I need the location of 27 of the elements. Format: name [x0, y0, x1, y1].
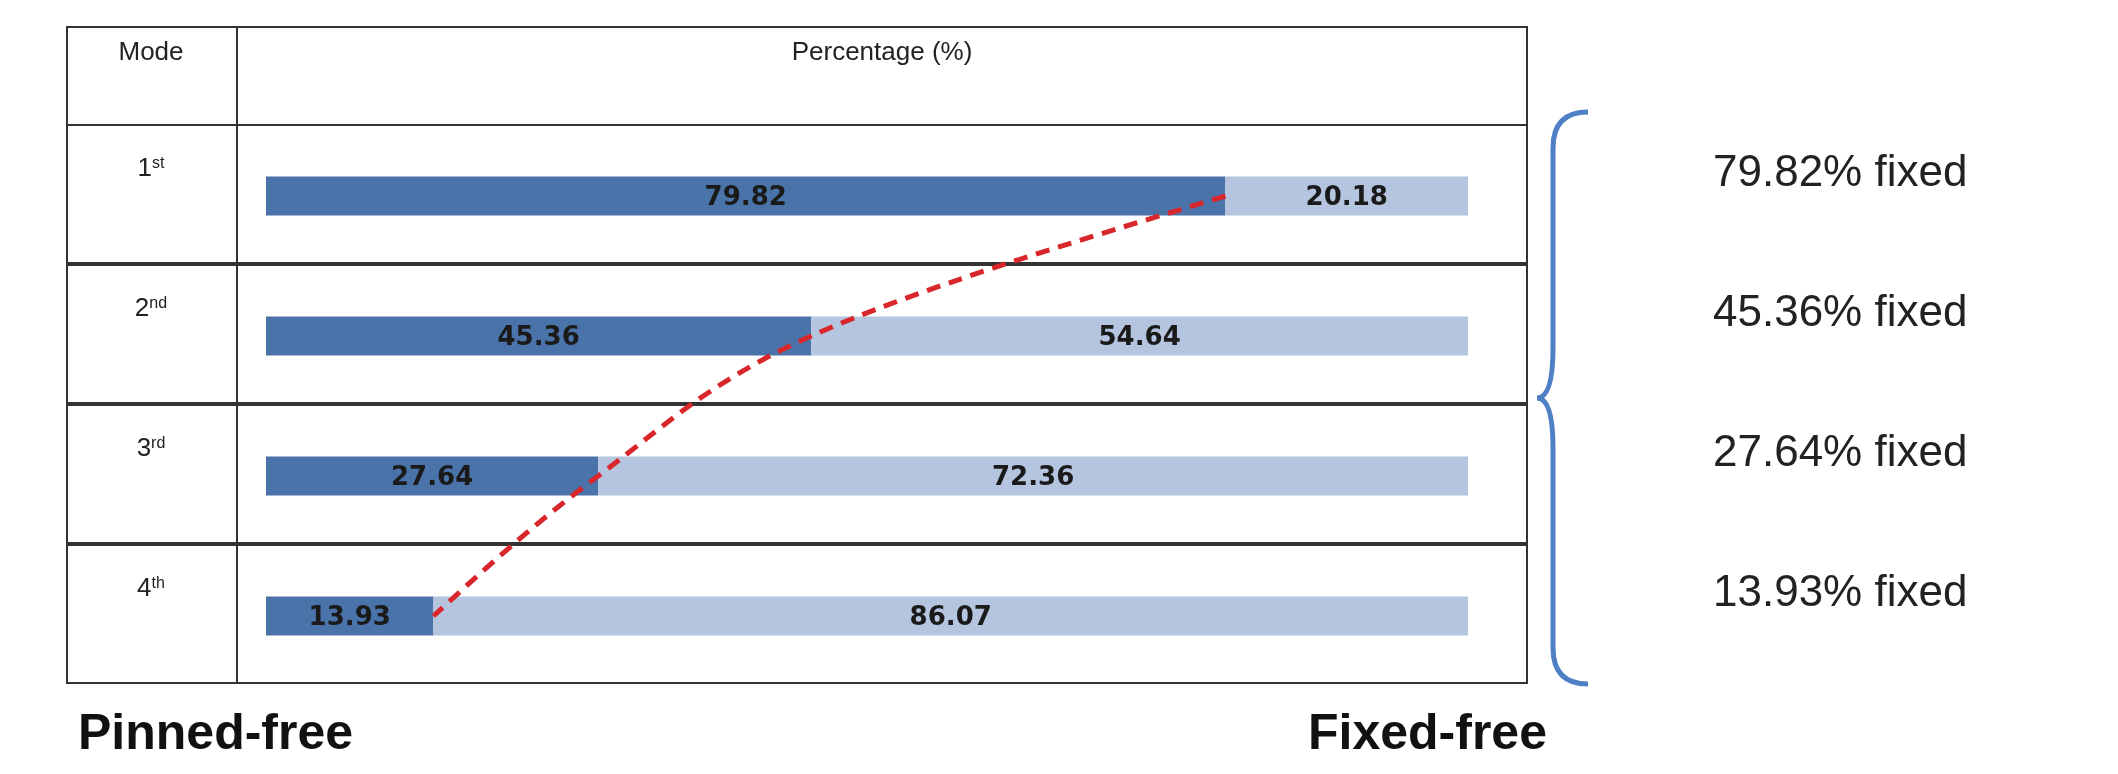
annotation: 45.36% fixed	[1713, 286, 1968, 336]
y-tick-label: 2$^{nd}$	[134, 292, 168, 322]
data-label: 27.64	[390, 460, 474, 491]
data-label: 54.64	[1098, 320, 1181, 351]
text: Fixed-free	[1308, 703, 1547, 761]
annotation: 79.82% fixed	[1713, 146, 1968, 196]
bar	[266, 456, 599, 496]
text: Pinned-free	[78, 703, 354, 761]
y-tick-label: 3$^{rd}$	[136, 432, 166, 462]
data-label: 86.07	[909, 600, 992, 631]
data-label: 45.36	[497, 320, 580, 351]
bar	[1225, 176, 1468, 216]
bar	[811, 316, 1468, 356]
x-axis-title: Percentage (%)	[790, 36, 974, 67]
data-label: 13.93	[308, 600, 391, 631]
bar	[266, 176, 1226, 216]
y-tick-label: 4$^{th}$	[137, 572, 165, 602]
y-axis-title: Mode	[117, 36, 185, 67]
bar	[433, 596, 1468, 636]
data-label: 79.82	[704, 180, 787, 211]
y-tick-label: 1$^{st}$	[137, 152, 166, 182]
annotation: 13.93% fixed	[1713, 566, 1968, 616]
annotation: 27.64% fixed	[1713, 426, 1968, 476]
bar	[266, 316, 812, 356]
data-label: 72.36	[991, 460, 1075, 491]
bar	[598, 456, 1468, 496]
data-label: 20.18	[1305, 180, 1388, 211]
